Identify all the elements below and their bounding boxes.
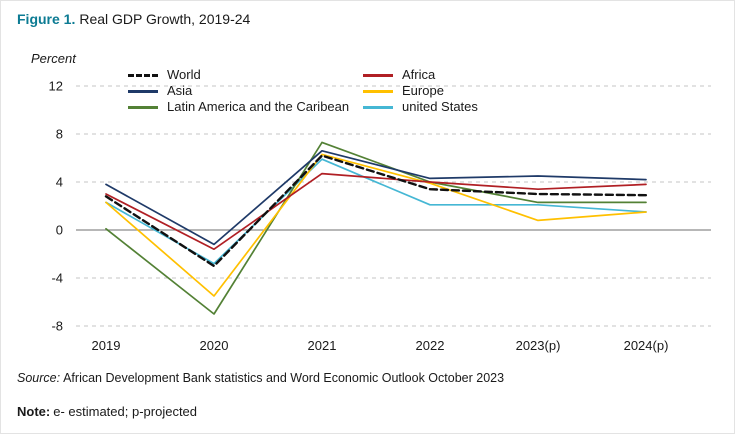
y-tick-label: 4 bbox=[56, 175, 63, 190]
gdp-growth-chart: Percent 12 8 4 0 -4 -8 2019 2020 2021 2022 2023(p)… bbox=[1, 37, 734, 367]
legend-item: Europe bbox=[363, 83, 478, 99]
x-tick-label: 2023(p) bbox=[516, 338, 561, 353]
figure-title: Figure 1. Real GDP Growth, 2019-24 bbox=[17, 11, 250, 27]
y-tick-label: -8 bbox=[51, 319, 63, 334]
note-line: Note: e- estimated; p-projected bbox=[17, 404, 197, 419]
legend-swatch-line bbox=[363, 89, 393, 93]
gdp-growth-line-chart: 12 8 4 0 -4 -8 2019 2020 2021 2022 2023(p) 2024(p) bbox=[49, 79, 711, 353]
series-line-world bbox=[104, 154, 648, 268]
y-tick-label: -4 bbox=[51, 271, 63, 286]
x-tick-label: 2022 bbox=[416, 338, 445, 353]
legend-swatch-line bbox=[128, 89, 158, 93]
legend-label: Africa bbox=[402, 67, 436, 82]
y-axis-title: Percent bbox=[31, 51, 76, 66]
series-line-latin-america-and-the-caribean bbox=[105, 141, 647, 315]
legend-label: Asia bbox=[167, 83, 193, 98]
legend-item: Africa bbox=[363, 67, 478, 83]
source-text: African Development Bank statistics and … bbox=[63, 371, 505, 385]
legend-label: Latin America and the Caribean bbox=[167, 99, 350, 114]
y-tick-label: 0 bbox=[56, 223, 63, 238]
x-tick-label: 2020 bbox=[200, 338, 229, 353]
legend-swatch-line bbox=[363, 105, 393, 109]
figure-label: Figure 1. bbox=[17, 11, 76, 27]
x-tick-label: 2019 bbox=[92, 338, 121, 353]
note-prefix: Note: bbox=[17, 404, 51, 419]
legend-label: Europe bbox=[402, 83, 444, 98]
legend-item: World bbox=[128, 67, 349, 83]
legend-item: united States bbox=[363, 99, 478, 115]
legend-label: World bbox=[167, 67, 201, 82]
figure-title-text: Real GDP Growth, 2019-24 bbox=[79, 11, 251, 27]
series-line-africa bbox=[105, 172, 647, 251]
legend-swatch-line bbox=[128, 105, 158, 109]
source-line: Source: African Development Bank statisti… bbox=[17, 371, 504, 385]
x-tick-label: 2024(p) bbox=[624, 338, 669, 353]
legend-item: Asia bbox=[128, 83, 349, 99]
legend-label: united States bbox=[402, 99, 478, 114]
source-prefix: Source: bbox=[17, 371, 61, 385]
series-line-asia bbox=[105, 149, 647, 246]
legend-column-2: Africa Europe united States bbox=[363, 67, 478, 115]
note-text: e- estimated; p-projected bbox=[53, 404, 198, 419]
legend-column-1: World Asia Latin America and the Caribean bbox=[128, 67, 349, 115]
series-line-europe bbox=[105, 153, 647, 297]
legend-swatch-line bbox=[363, 73, 393, 77]
legend-swatch-line bbox=[128, 73, 158, 77]
legend-item: Latin America and the Caribean bbox=[128, 99, 349, 115]
y-tick-label: 8 bbox=[56, 127, 63, 142]
x-tick-label: 2021 bbox=[308, 338, 337, 353]
y-tick-label: 12 bbox=[49, 79, 63, 94]
